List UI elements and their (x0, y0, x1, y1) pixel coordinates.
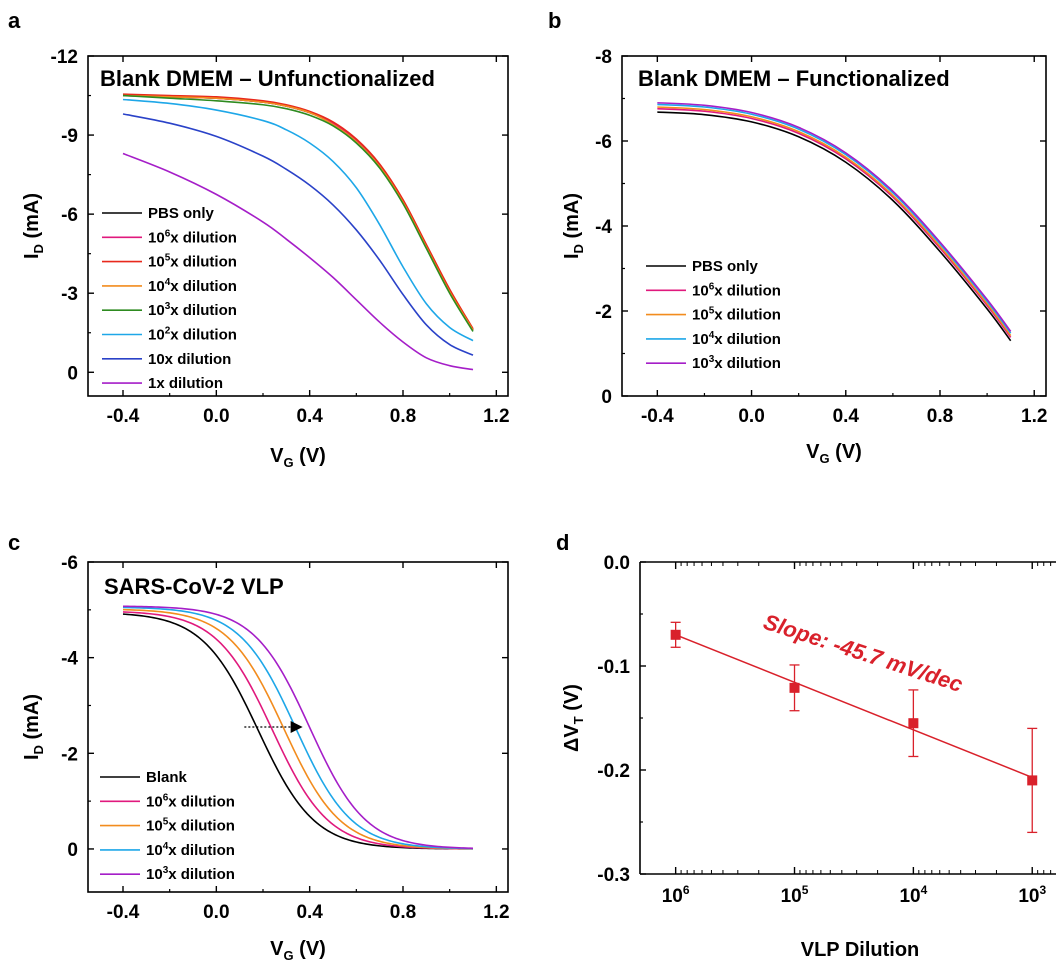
legend-label: 106x dilution (146, 792, 235, 810)
y-tick-label: -2 (61, 744, 78, 765)
data-point (789, 682, 800, 693)
x-tick-label: 106 (662, 883, 690, 907)
plot-frame (87, 55, 509, 397)
series-line-1 (657, 111, 1012, 342)
y-tick-label: -6 (61, 205, 78, 226)
y-tick-label: -8 (595, 47, 612, 68)
y-tick-label: -3 (61, 284, 78, 305)
x-tick-label: 0.4 (296, 902, 323, 923)
series-line-7 (122, 113, 474, 356)
legend-label: PBS only (148, 205, 215, 222)
x-tick-label: 104 (899, 883, 927, 907)
chart-panel-c: -0.4 0.0 0.4 0.8 1.2 0 -2 -4 -6 SARS-CoV-2 VLP Bla… (21, 553, 510, 963)
chart-panel-a: -0.4 0.0 0.4 0.8 1.2 0 -3 -6 -9 -12 Blank DMEM – U… (21, 47, 510, 470)
x-tick-label: 0.8 (927, 406, 953, 427)
data-point (670, 629, 681, 640)
series-line-4 (122, 606, 474, 850)
series-line-2 (122, 611, 474, 850)
legend-label: 104x dilution (692, 330, 781, 348)
chart-title: Blank DMEM – Functionalized (638, 66, 950, 91)
panel-letter-a: a (8, 8, 21, 33)
legend-label: 105x dilution (692, 306, 781, 324)
legend-label: 104x dilution (146, 841, 235, 859)
y-tick-label: 0 (67, 363, 78, 384)
legend-label: 103x dilution (146, 865, 235, 883)
series-line-3 (122, 93, 474, 330)
y-axis-label: ID (mA) (21, 193, 46, 259)
legend-label: 10x dilution (148, 351, 231, 368)
legend-label: 104x dilution (148, 277, 237, 295)
panel-letter-b: b (548, 8, 561, 33)
y-tick-label: 0 (601, 387, 612, 408)
chart-panel-b: -0.4 0.0 0.4 0.8 1.2 0 -2 -4 -6 -8 Blank DMEM – Fu… (561, 47, 1047, 466)
x-tick-label: 1.2 (483, 406, 509, 427)
legend-label: Blank (146, 769, 188, 786)
y-tick-label: -4 (61, 649, 78, 670)
panel-letter-c: c (8, 530, 20, 555)
y-axis-label: ID (mA) (561, 193, 586, 259)
x-tick-label: 105 (781, 883, 809, 907)
chart-title: SARS-CoV-2 VLP (104, 574, 284, 599)
y-tick-label: -2 (595, 302, 612, 323)
legend-label: 105x dilution (148, 253, 237, 271)
series-line-3 (657, 106, 1012, 337)
y-tick-label: -4 (595, 217, 612, 238)
legend-label: 106x dilution (148, 228, 237, 246)
x-axis-label: VG (V) (270, 445, 326, 470)
y-axis-label: ΔVT (V) (561, 684, 586, 752)
x-tick-label: 1.2 (483, 902, 509, 923)
plot-frame (87, 561, 509, 893)
legend-label: 105x dilution (146, 817, 235, 835)
series-line-4 (657, 103, 1012, 334)
x-axis-label: VG (V) (270, 938, 326, 963)
legend-label: 102x dilution (148, 326, 237, 344)
x-tick-label: -0.4 (107, 406, 140, 427)
series-line-3 (122, 608, 474, 850)
series-line-6 (122, 98, 474, 342)
x-tick-label: 103 (1018, 883, 1046, 907)
x-tick-label: 0.0 (203, 406, 229, 427)
x-axis-label: VG (V) (806, 441, 862, 466)
x-tick-label: 0.0 (203, 902, 229, 923)
y-tick-label: -6 (61, 553, 78, 574)
x-tick-label: 0.8 (390, 902, 416, 923)
data-point (908, 718, 919, 729)
shift-arrow-head (290, 721, 303, 733)
y-tick-label: 0.0 (604, 553, 630, 574)
y-tick-label: -0.2 (597, 761, 630, 782)
y-axis-label: ID (mA) (21, 694, 46, 760)
x-axis-label: VLP Dilution (801, 939, 920, 961)
y-tick-label: -0.3 (597, 865, 630, 886)
y-tick-label: 0 (67, 840, 78, 861)
series-line-2 (657, 107, 1012, 338)
legend-label: 106x dilution (692, 281, 781, 299)
fit-line (675, 634, 1033, 779)
panel-letter-d: d (556, 530, 569, 555)
series-line-5 (657, 101, 1012, 332)
data-point (1027, 775, 1038, 786)
series-line-5 (122, 605, 474, 850)
x-tick-label: 0.8 (390, 406, 416, 427)
legend-label: 1x dilution (148, 375, 223, 392)
x-tick-label: 0.4 (833, 406, 860, 427)
legend-label: 103x dilution (148, 301, 237, 319)
x-tick-label: 0.0 (738, 406, 764, 427)
chart-title: Blank DMEM – Unfunctionalized (100, 66, 435, 91)
series-line-5 (122, 94, 474, 332)
y-tick-label: -9 (61, 126, 78, 147)
x-tick-label: -0.4 (107, 902, 140, 923)
plot-frame (621, 55, 1047, 397)
y-tick-label: -12 (51, 47, 78, 68)
legend-label: 103x dilution (692, 354, 781, 372)
x-tick-label: 1.2 (1021, 406, 1047, 427)
legend-label: PBS only (692, 258, 759, 275)
y-tick-label: -0.1 (597, 657, 630, 678)
y-tick-label: -6 (595, 132, 612, 153)
x-tick-label: -0.4 (641, 406, 674, 427)
x-tick-label: 0.4 (296, 406, 323, 427)
series-line-8 (122, 152, 474, 371)
